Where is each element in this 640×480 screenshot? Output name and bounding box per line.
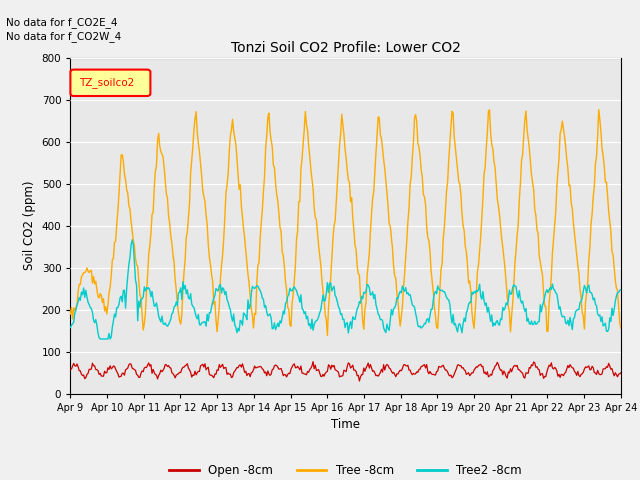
X-axis label: Time: Time xyxy=(331,418,360,431)
Text: TZ_soilco2: TZ_soilco2 xyxy=(79,77,134,88)
Legend: Open -8cm, Tree -8cm, Tree2 -8cm: Open -8cm, Tree -8cm, Tree2 -8cm xyxy=(164,459,527,480)
Y-axis label: Soil CO2 (ppm): Soil CO2 (ppm) xyxy=(23,181,36,270)
Title: Tonzi Soil CO2 Profile: Lower CO2: Tonzi Soil CO2 Profile: Lower CO2 xyxy=(230,41,461,55)
Text: No data for f_CO2W_4: No data for f_CO2W_4 xyxy=(6,31,122,42)
Text: No data for f_CO2E_4: No data for f_CO2E_4 xyxy=(6,17,118,28)
